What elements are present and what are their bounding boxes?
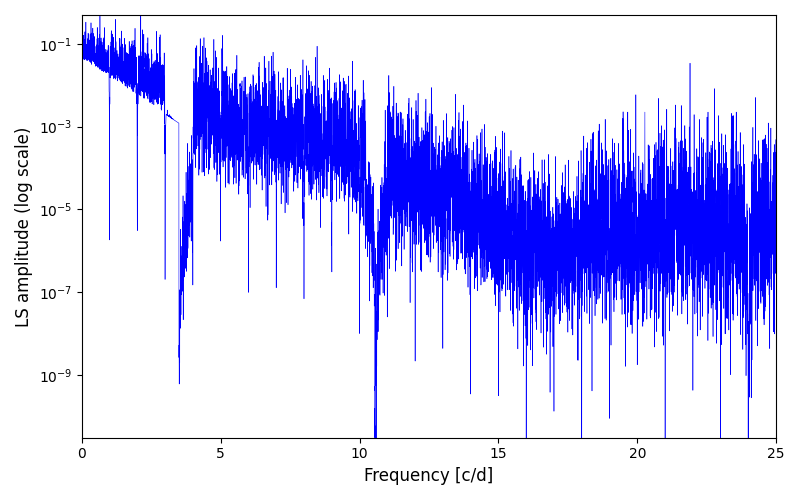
X-axis label: Frequency [c/d]: Frequency [c/d] [364, 467, 494, 485]
Y-axis label: LS amplitude (log scale): LS amplitude (log scale) [15, 126, 33, 326]
